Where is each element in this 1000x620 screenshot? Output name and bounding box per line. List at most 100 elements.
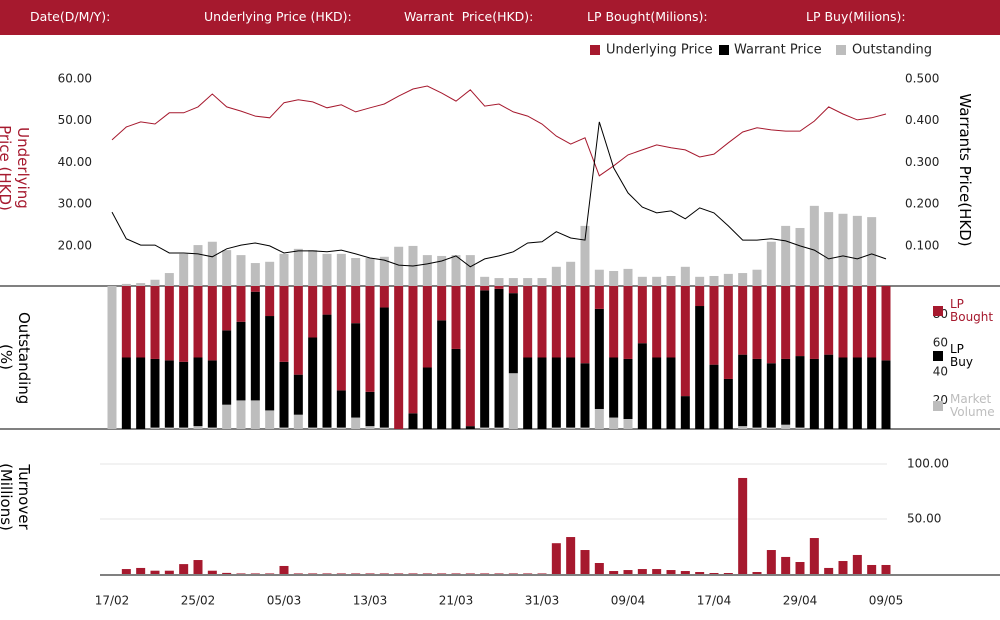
- turnover-bar: [781, 556, 791, 574]
- turnover-bar: [322, 573, 332, 574]
- outstanding-bar: [422, 255, 432, 286]
- outstanding-bar: [709, 275, 719, 286]
- legend-label: LP Bought: [950, 297, 994, 324]
- stack-segment: [179, 286, 189, 362]
- stack-segment: [738, 286, 748, 355]
- stack-segment: [336, 286, 346, 391]
- stack-segment: [351, 323, 361, 418]
- outstanding-bar: [322, 253, 332, 286]
- stack-segment: [680, 286, 690, 397]
- x-tick-label: 05/03: [267, 594, 302, 608]
- outstanding-bar: [752, 269, 762, 286]
- outstanding-bar: [738, 273, 748, 286]
- outstanding-bar: [121, 283, 131, 286]
- stack-segment: [652, 286, 662, 358]
- stack-segment: [551, 427, 561, 429]
- turnover-bar: [680, 571, 690, 574]
- stack-segment: [809, 286, 819, 359]
- stack-segment: [795, 356, 805, 428]
- turnover-bar: [265, 573, 275, 574]
- x-tick-label: 17/02: [95, 594, 130, 608]
- turnover-bar: [336, 573, 346, 574]
- stack-segment: [680, 396, 690, 429]
- turnover-bar: [250, 573, 260, 574]
- stack-segment: [852, 357, 862, 429]
- stack-segment: [394, 286, 404, 429]
- stack-segment: [781, 286, 791, 359]
- stack-segment: [508, 286, 518, 294]
- stack-segment: [824, 354, 834, 429]
- outstanding-bar: [336, 253, 346, 286]
- stack-segment: [379, 286, 389, 308]
- stack-segment: [867, 286, 877, 358]
- outstanding-bar: [465, 255, 475, 286]
- outstanding-bar: [666, 275, 676, 286]
- legend-label: Warrant Price: [734, 43, 822, 58]
- outstanding-bar: [494, 278, 504, 286]
- x-tick-label: 31/03: [525, 594, 560, 608]
- outstanding-bar: [207, 241, 217, 286]
- stack-segment: [795, 286, 805, 357]
- y-tick-label: 100.00: [907, 457, 949, 471]
- turnover-bar: [351, 573, 361, 574]
- turnover-bar: [179, 564, 189, 574]
- turnover-bar: [508, 573, 518, 574]
- stack-segment: [308, 337, 318, 428]
- y-tick-label: 0.100: [905, 238, 939, 252]
- stack-segment: [752, 358, 762, 428]
- outstanding-bar: [379, 256, 389, 286]
- stack-segment: [265, 316, 275, 411]
- stack-segment: [365, 426, 375, 429]
- stack-segment: [107, 286, 117, 429]
- stack-segment: [322, 286, 332, 315]
- turnover-bar: [279, 565, 289, 574]
- stack-segment: [795, 427, 805, 429]
- stack-segment: [322, 427, 332, 429]
- outstanding-bar: [723, 273, 733, 286]
- legend-swatch: [590, 45, 600, 55]
- outstanding-bar: [508, 278, 518, 286]
- stack-segment: [365, 391, 375, 427]
- turnover-bar: [408, 573, 418, 574]
- x-tick-label: 25/02: [181, 594, 216, 608]
- stack-segment: [652, 357, 662, 429]
- stack-segment: [379, 427, 389, 429]
- turnover-bar: [766, 550, 776, 574]
- y-tick-label: 60.00: [58, 71, 92, 85]
- stack-segment: [121, 357, 131, 429]
- turnover-bar: [566, 537, 576, 574]
- turnover-bar: [523, 573, 533, 574]
- stack-segment: [265, 410, 275, 429]
- stack-segment: [609, 417, 619, 429]
- stack-segment: [207, 286, 217, 361]
- turnover-bar: [824, 567, 834, 574]
- stack-segment: [594, 286, 604, 309]
- stack-segment: [164, 286, 174, 361]
- stack-segment: [279, 361, 289, 428]
- stack-segment: [265, 286, 275, 317]
- stack-segment: [150, 427, 160, 429]
- outstanding-bar: [179, 253, 189, 286]
- stack-segment: [222, 286, 232, 331]
- stack-segment: [293, 286, 303, 375]
- outstanding-bar: [236, 255, 246, 286]
- stack-segment: [695, 306, 705, 429]
- stack-segment: [222, 404, 232, 429]
- y-tick-label: 60: [933, 336, 948, 350]
- turnover-bar: [422, 573, 432, 574]
- turnover-bar: [437, 573, 447, 574]
- legend-label: Market Volume: [950, 392, 995, 419]
- stack-segment: [422, 286, 432, 368]
- turnover-bar: [838, 561, 848, 574]
- stack-segment: [666, 357, 676, 429]
- stack-segment: [179, 361, 189, 428]
- stack-segment: [465, 286, 475, 427]
- stack-segment: [408, 286, 418, 414]
- outstanding-bar: [637, 276, 647, 286]
- stack-segment: [551, 286, 561, 358]
- stack-segment: [580, 286, 590, 364]
- outstanding-bar: [537, 278, 547, 286]
- turnover-bar: [652, 569, 662, 574]
- stack-segment: [250, 286, 260, 292]
- turnover-bar: [752, 572, 762, 574]
